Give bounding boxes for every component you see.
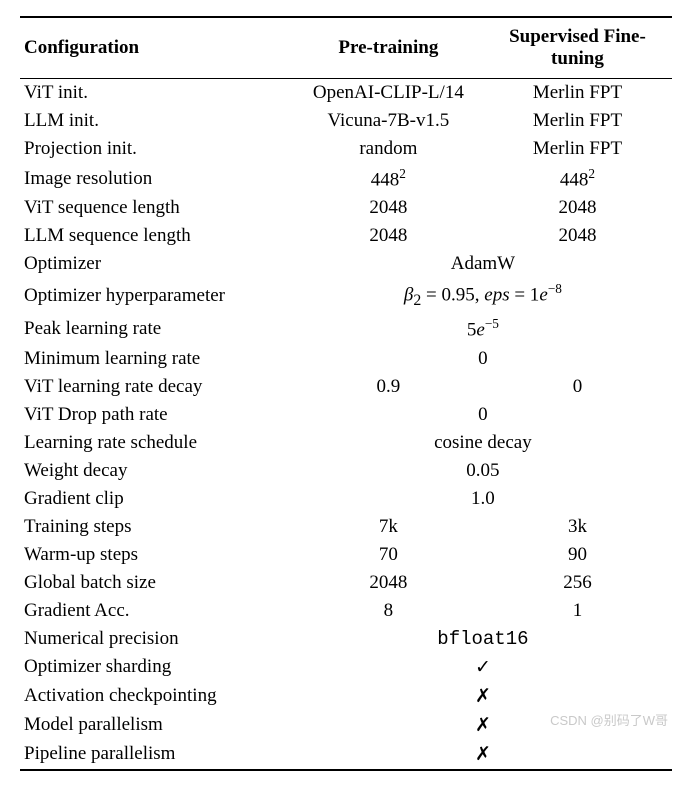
cell-value: 256 bbox=[483, 569, 672, 597]
cell-value: 7k bbox=[294, 513, 483, 541]
row-label: Training steps bbox=[20, 513, 294, 541]
header-configuration: Configuration bbox=[20, 17, 294, 79]
cell-value: random bbox=[294, 135, 483, 163]
row-label: Learning rate schedule bbox=[20, 429, 294, 457]
cell-value: Merlin FPT bbox=[483, 79, 672, 108]
cell-value: 90 bbox=[483, 541, 672, 569]
cell-value-merged: cosine decay bbox=[294, 429, 672, 457]
row-label: ViT learning rate decay bbox=[20, 373, 294, 401]
cell-value: Vicuna-7B-v1.5 bbox=[294, 107, 483, 135]
table-row: Optimizer sharding ✓ bbox=[20, 653, 672, 682]
cell-value: 70 bbox=[294, 541, 483, 569]
row-label: Global batch size bbox=[20, 569, 294, 597]
table-row: LLM init. Vicuna-7B-v1.5 Merlin FPT bbox=[20, 107, 672, 135]
header-sft: Supervised Fine-tuning bbox=[483, 17, 672, 79]
row-label: Optimizer sharding bbox=[20, 653, 294, 682]
cell-value-merged: bfloat16 bbox=[294, 625, 672, 653]
cell-value-merged: 1.0 bbox=[294, 485, 672, 513]
row-label: LLM sequence length bbox=[20, 222, 294, 250]
check-icon: ✓ bbox=[294, 653, 672, 682]
row-label: LLM init. bbox=[20, 107, 294, 135]
row-label: Optimizer hyperparameter bbox=[20, 278, 294, 313]
table-row: Learning rate schedule cosine decay bbox=[20, 429, 672, 457]
table-row: ViT learning rate decay 0.9 0 bbox=[20, 373, 672, 401]
row-label: Image resolution bbox=[20, 163, 294, 194]
row-label: Weight decay bbox=[20, 457, 294, 485]
cell-value-merged: β2 = 0.95, eps = 1e−8 bbox=[294, 278, 672, 313]
row-label: Optimizer bbox=[20, 250, 294, 278]
cell-value: 2048 bbox=[294, 222, 483, 250]
table-row: Activation checkpointing ✗ bbox=[20, 682, 672, 711]
table-row: ViT init. OpenAI-CLIP-L/14 Merlin FPT bbox=[20, 79, 672, 108]
cell-value-merged: 0 bbox=[294, 345, 672, 373]
table-row: Gradient clip 1.0 bbox=[20, 485, 672, 513]
cell-value: Merlin FPT bbox=[483, 135, 672, 163]
table-row: ViT sequence length 2048 2048 bbox=[20, 194, 672, 222]
table-row: ViT Drop path rate 0 bbox=[20, 401, 672, 429]
table-row: Gradient Acc. 8 1 bbox=[20, 597, 672, 625]
table-row: Image resolution 4482 4482 bbox=[20, 163, 672, 194]
cell-value: Merlin FPT bbox=[483, 107, 672, 135]
table-row: LLM sequence length 2048 2048 bbox=[20, 222, 672, 250]
table-row: Optimizer hyperparameter β2 = 0.95, eps … bbox=[20, 278, 672, 313]
cell-value: 2048 bbox=[483, 194, 672, 222]
row-label: Model parallelism bbox=[20, 711, 294, 740]
row-label: Projection init. bbox=[20, 135, 294, 163]
cell-value: 4482 bbox=[483, 163, 672, 194]
table-row: Numerical precision bfloat16 bbox=[20, 625, 672, 653]
cross-icon: ✗ bbox=[294, 682, 672, 711]
header-pretraining: Pre-training bbox=[294, 17, 483, 79]
table-row: Pipeline parallelism ✗ bbox=[20, 740, 672, 770]
config-table: Configuration Pre-training Supervised Fi… bbox=[20, 16, 672, 771]
row-label: Warm-up steps bbox=[20, 541, 294, 569]
table-row: Peak learning rate 5e−5 bbox=[20, 313, 672, 344]
cell-value: 0 bbox=[483, 373, 672, 401]
row-label: Pipeline parallelism bbox=[20, 740, 294, 770]
row-label: Activation checkpointing bbox=[20, 682, 294, 711]
row-label: Minimum learning rate bbox=[20, 345, 294, 373]
table-row: Global batch size 2048 256 bbox=[20, 569, 672, 597]
table-row: Warm-up steps 70 90 bbox=[20, 541, 672, 569]
row-label: Gradient clip bbox=[20, 485, 294, 513]
row-label: Numerical precision bbox=[20, 625, 294, 653]
cross-icon: ✗ bbox=[294, 711, 672, 740]
row-label: ViT init. bbox=[20, 79, 294, 108]
cell-value: 8 bbox=[294, 597, 483, 625]
table-row: Weight decay 0.05 bbox=[20, 457, 672, 485]
table-row: Training steps 7k 3k bbox=[20, 513, 672, 541]
cell-value-merged: 0.05 bbox=[294, 457, 672, 485]
table-row: Projection init. random Merlin FPT bbox=[20, 135, 672, 163]
row-label: ViT Drop path rate bbox=[20, 401, 294, 429]
cell-value: 4482 bbox=[294, 163, 483, 194]
cell-value: 0.9 bbox=[294, 373, 483, 401]
cell-value: 2048 bbox=[294, 194, 483, 222]
cell-value: 2048 bbox=[483, 222, 672, 250]
table-header-row: Configuration Pre-training Supervised Fi… bbox=[20, 17, 672, 79]
cell-value: 1 bbox=[483, 597, 672, 625]
cell-value-merged: 5e−5 bbox=[294, 313, 672, 344]
cell-value: 2048 bbox=[294, 569, 483, 597]
row-label: Peak learning rate bbox=[20, 313, 294, 344]
cell-value-merged: 0 bbox=[294, 401, 672, 429]
cross-icon: ✗ bbox=[294, 740, 672, 770]
cell-value: 3k bbox=[483, 513, 672, 541]
table-row: Minimum learning rate 0 bbox=[20, 345, 672, 373]
table-row: Model parallelism ✗ bbox=[20, 711, 672, 740]
cell-value: OpenAI-CLIP-L/14 bbox=[294, 79, 483, 108]
table-row: Optimizer AdamW bbox=[20, 250, 672, 278]
cell-value-merged: AdamW bbox=[294, 250, 672, 278]
row-label: Gradient Acc. bbox=[20, 597, 294, 625]
row-label: ViT sequence length bbox=[20, 194, 294, 222]
